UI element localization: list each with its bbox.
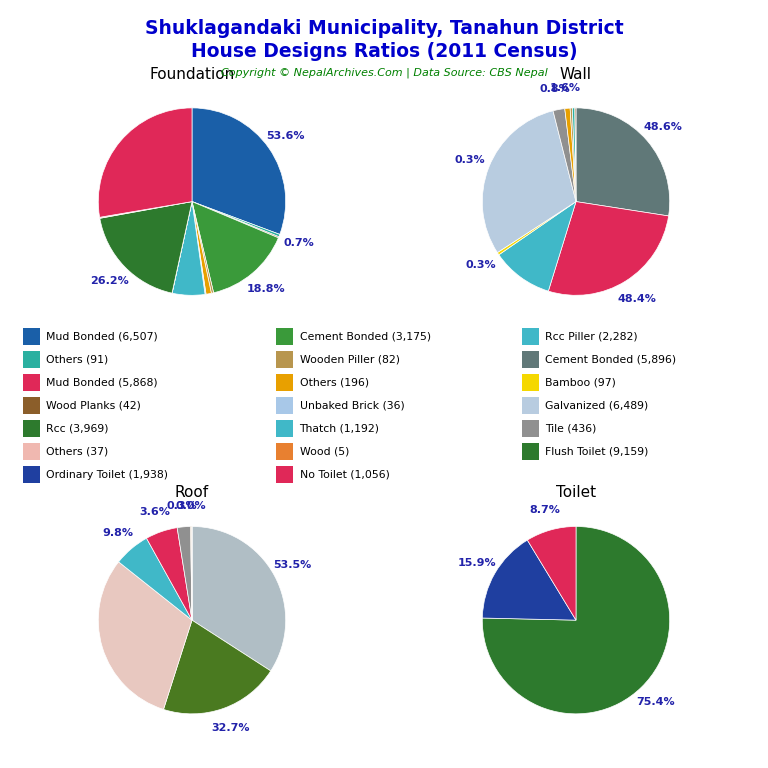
Text: Tile (436): Tile (436) (545, 423, 597, 434)
Bar (522, 397, 539, 414)
Text: No Toilet (1,056): No Toilet (1,056) (300, 469, 389, 480)
Text: Wooden Piller (82): Wooden Piller (82) (300, 354, 399, 365)
Text: Unbaked Brick (36): Unbaked Brick (36) (300, 400, 404, 411)
Text: 48.6%: 48.6% (644, 122, 682, 132)
Wedge shape (570, 108, 576, 202)
Text: Bamboo (97): Bamboo (97) (545, 377, 616, 388)
Wedge shape (528, 527, 576, 621)
Text: Copyright © NepalArchives.Com | Data Source: CBS Nepal: Copyright © NepalArchives.Com | Data Sou… (220, 68, 548, 78)
Wedge shape (576, 108, 670, 216)
Wedge shape (190, 527, 192, 621)
Text: House Designs Ratios (2011 Census): House Designs Ratios (2011 Census) (190, 42, 578, 61)
Text: 0.8%: 0.8% (540, 84, 571, 94)
Wedge shape (192, 527, 286, 671)
Text: Others (91): Others (91) (46, 354, 108, 365)
Text: Rcc (3,969): Rcc (3,969) (46, 423, 108, 434)
Wedge shape (482, 111, 576, 253)
Bar (276, 397, 293, 414)
Wedge shape (164, 621, 271, 713)
Text: Mud Bonded (5,868): Mud Bonded (5,868) (46, 377, 157, 388)
Wedge shape (482, 527, 670, 713)
Wedge shape (192, 202, 206, 294)
Text: 0.3%: 0.3% (167, 502, 197, 511)
Bar (276, 443, 293, 460)
Text: Shuklagandaki Municipality, Tanahun District: Shuklagandaki Municipality, Tanahun Dist… (144, 19, 624, 38)
Bar (522, 443, 539, 460)
Wedge shape (499, 202, 576, 291)
Wedge shape (192, 202, 280, 237)
Wedge shape (98, 108, 192, 217)
Wedge shape (575, 108, 576, 202)
Bar (522, 351, 539, 368)
Text: Others (37): Others (37) (46, 446, 108, 457)
Text: 32.7%: 32.7% (211, 723, 250, 733)
Wedge shape (118, 538, 192, 621)
Bar (23, 374, 40, 391)
Wedge shape (177, 527, 192, 621)
Text: 9.8%: 9.8% (103, 528, 134, 538)
Text: Wood Planks (42): Wood Planks (42) (46, 400, 141, 411)
Text: Wood (5): Wood (5) (300, 446, 349, 457)
Bar (276, 328, 293, 345)
Bar (276, 466, 293, 483)
Wedge shape (572, 108, 576, 202)
Bar (23, 420, 40, 437)
Text: 48.4%: 48.4% (617, 293, 656, 303)
Text: 18.8%: 18.8% (247, 284, 285, 294)
Wedge shape (100, 202, 192, 218)
Text: 0.0%: 0.0% (176, 501, 207, 511)
Text: Mud Bonded (6,507): Mud Bonded (6,507) (46, 331, 158, 342)
Wedge shape (147, 528, 192, 621)
Bar (276, 420, 293, 437)
Wedge shape (192, 202, 214, 293)
Bar (23, 443, 40, 460)
Text: Thatch (1,192): Thatch (1,192) (300, 423, 379, 434)
Text: 0.7%: 0.7% (283, 238, 314, 248)
Text: Rcc Piller (2,282): Rcc Piller (2,282) (545, 331, 638, 342)
Title: Toilet: Toilet (556, 485, 596, 501)
Text: 53.6%: 53.6% (266, 131, 305, 141)
Wedge shape (498, 202, 576, 255)
Bar (276, 374, 293, 391)
Text: 3.6%: 3.6% (139, 507, 170, 517)
Wedge shape (192, 202, 211, 294)
Wedge shape (100, 202, 192, 293)
Bar (522, 328, 539, 345)
Wedge shape (564, 108, 576, 202)
Text: Flush Toilet (9,159): Flush Toilet (9,159) (545, 446, 649, 457)
Text: Ordinary Toilet (1,938): Ordinary Toilet (1,938) (46, 469, 168, 480)
Bar (23, 328, 40, 345)
Text: 0.3%: 0.3% (465, 260, 496, 270)
Wedge shape (192, 202, 279, 238)
Text: Others (196): Others (196) (300, 377, 369, 388)
Wedge shape (192, 202, 279, 293)
Bar (276, 351, 293, 368)
Wedge shape (98, 562, 192, 710)
Title: Foundation: Foundation (149, 67, 235, 82)
Wedge shape (482, 540, 576, 621)
Wedge shape (172, 202, 192, 293)
Text: 0.3%: 0.3% (455, 155, 485, 165)
Bar (23, 397, 40, 414)
Text: 26.2%: 26.2% (91, 276, 129, 286)
Text: 75.4%: 75.4% (637, 697, 675, 707)
Bar (522, 374, 539, 391)
Wedge shape (192, 108, 286, 234)
Text: 8.7%: 8.7% (530, 505, 561, 515)
Text: 1.6%: 1.6% (550, 83, 581, 93)
Bar (23, 466, 40, 483)
Text: Galvanized (6,489): Galvanized (6,489) (545, 400, 648, 411)
Text: Cement Bonded (3,175): Cement Bonded (3,175) (300, 331, 431, 342)
Wedge shape (553, 108, 576, 202)
Title: Wall: Wall (560, 67, 592, 82)
Wedge shape (548, 202, 669, 295)
Bar (23, 351, 40, 368)
Bar (522, 420, 539, 437)
Wedge shape (172, 202, 205, 295)
Title: Roof: Roof (175, 485, 209, 501)
Text: 53.5%: 53.5% (273, 561, 312, 571)
Text: Cement Bonded (5,896): Cement Bonded (5,896) (545, 354, 677, 365)
Text: 15.9%: 15.9% (458, 558, 496, 568)
